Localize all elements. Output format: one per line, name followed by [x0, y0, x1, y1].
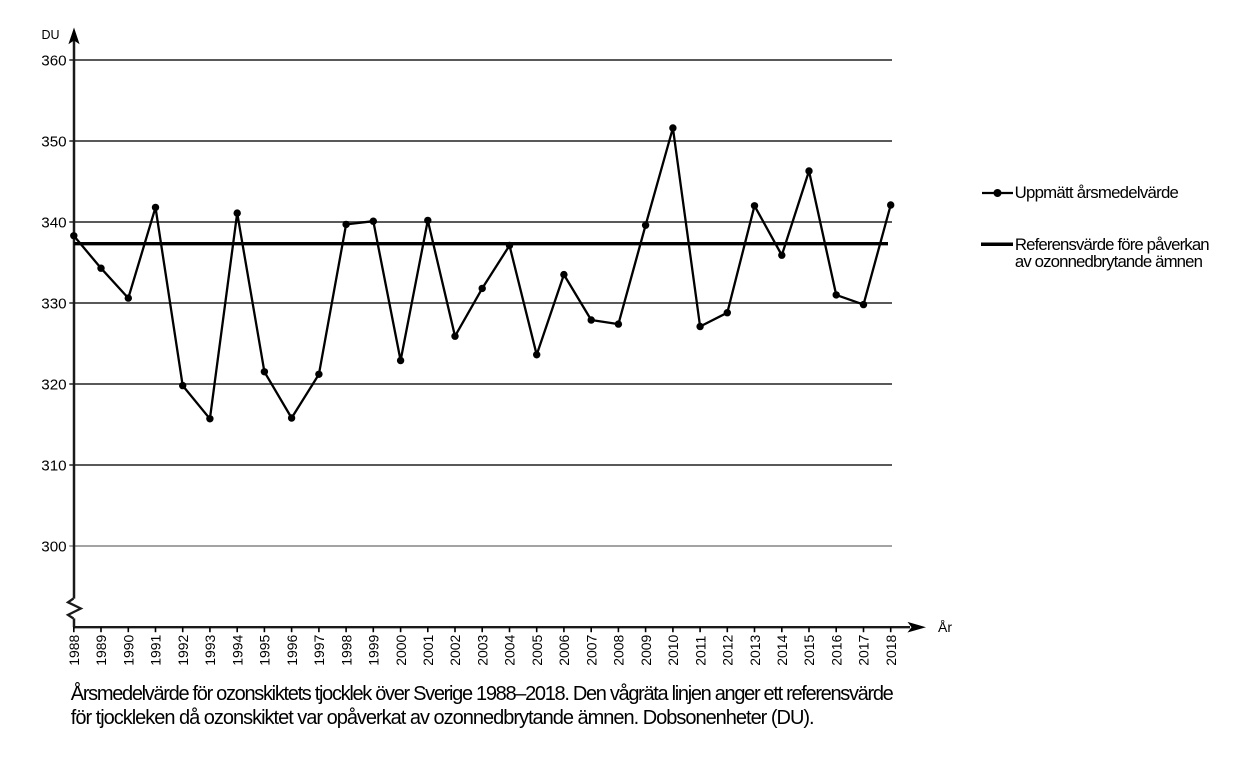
svg-text:2011: 2011	[692, 635, 708, 665]
svg-text:2016: 2016	[828, 634, 844, 665]
svg-text:2000: 2000	[393, 634, 409, 665]
svg-text:2001: 2001	[420, 634, 436, 665]
svg-text:2002: 2002	[447, 634, 463, 665]
svg-text:1995: 1995	[257, 634, 273, 665]
svg-text:1992: 1992	[175, 634, 191, 665]
svg-text:1988: 1988	[66, 634, 82, 665]
svg-text:340: 340	[41, 214, 66, 231]
svg-text:2012: 2012	[720, 634, 736, 665]
svg-text:2010: 2010	[665, 634, 681, 665]
svg-text:1990: 1990	[121, 634, 137, 665]
svg-text:2015: 2015	[801, 634, 817, 665]
svg-text:360: 360	[41, 52, 66, 69]
svg-text:År: År	[938, 619, 952, 635]
svg-text:2014: 2014	[774, 634, 790, 665]
svg-text:2013: 2013	[747, 634, 763, 665]
svg-text:2018: 2018	[883, 634, 899, 665]
svg-text:1991: 1991	[148, 634, 164, 665]
svg-text:350: 350	[41, 133, 66, 150]
svg-text:2007: 2007	[583, 634, 599, 665]
svg-text:2006: 2006	[556, 634, 572, 665]
svg-text:DU: DU	[42, 28, 60, 42]
svg-text:1993: 1993	[202, 634, 218, 665]
svg-text:300: 300	[41, 538, 66, 555]
svg-text:1999: 1999	[366, 634, 382, 665]
svg-text:1998: 1998	[338, 634, 354, 665]
svg-text:330: 330	[41, 295, 66, 312]
svg-text:310: 310	[41, 457, 66, 474]
svg-text:2009: 2009	[638, 634, 654, 665]
svg-text:2003: 2003	[474, 634, 490, 665]
svg-text:1996: 1996	[284, 634, 300, 665]
svg-text:2017: 2017	[856, 634, 872, 665]
svg-text:2004: 2004	[502, 634, 518, 665]
svg-text:320: 320	[41, 376, 66, 393]
svg-text:2005: 2005	[529, 634, 545, 665]
svg-text:2008: 2008	[611, 634, 627, 665]
svg-text:1989: 1989	[93, 634, 109, 665]
svg-text:1994: 1994	[229, 634, 245, 665]
svg-text:1997: 1997	[311, 634, 327, 665]
